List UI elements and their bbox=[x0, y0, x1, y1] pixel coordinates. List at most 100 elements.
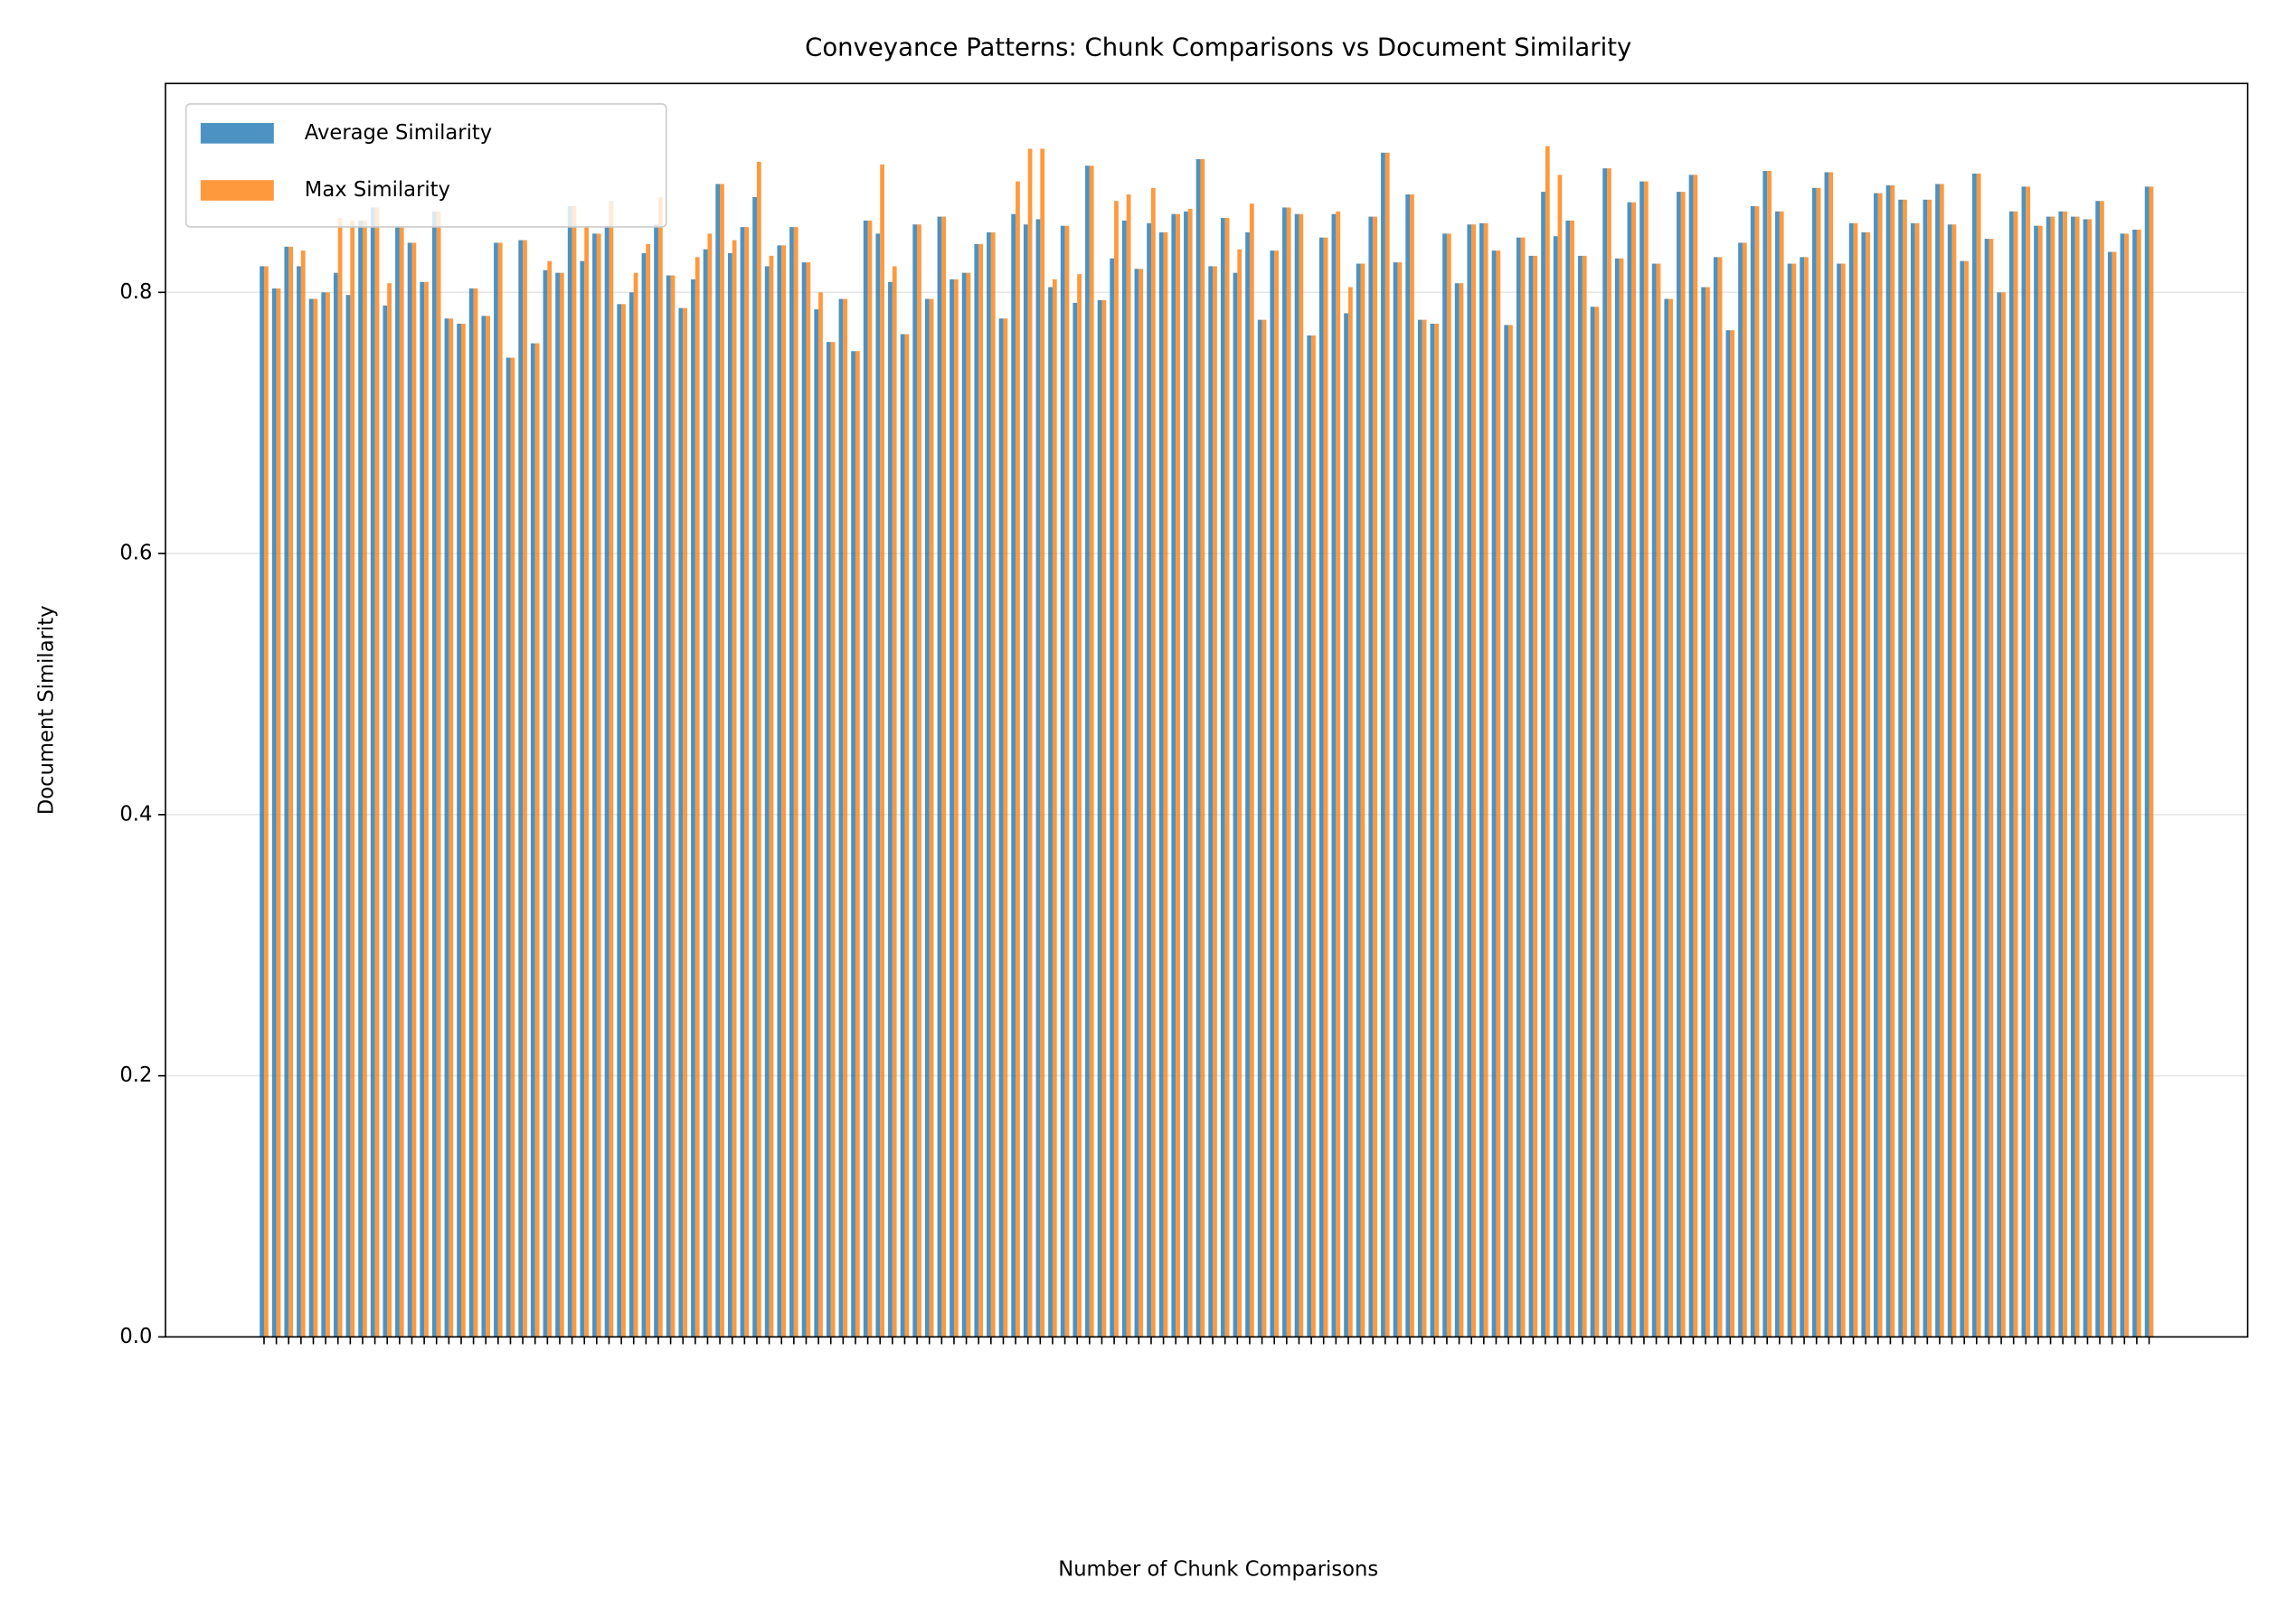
bar bbox=[326, 292, 330, 1337]
bar bbox=[633, 272, 638, 1337]
bar bbox=[1040, 148, 1045, 1337]
bar bbox=[436, 211, 441, 1337]
bar bbox=[1565, 220, 1571, 1337]
bar bbox=[851, 351, 855, 1337]
bar bbox=[628, 292, 634, 1337]
bar bbox=[1800, 257, 1805, 1337]
bar bbox=[1688, 175, 1694, 1337]
bar bbox=[1163, 232, 1168, 1337]
bar bbox=[1245, 232, 1250, 1337]
bar bbox=[966, 272, 971, 1337]
bar bbox=[1582, 255, 1587, 1337]
y-axis-label: Document Similarity bbox=[34, 605, 58, 815]
bar bbox=[666, 275, 671, 1337]
bar bbox=[855, 351, 860, 1337]
bar bbox=[1997, 292, 2002, 1337]
bar bbox=[2021, 186, 2027, 1337]
bar bbox=[1224, 218, 1230, 1337]
bar bbox=[321, 292, 326, 1337]
bar bbox=[1323, 237, 1328, 1337]
bar bbox=[2046, 216, 2051, 1337]
legend-box bbox=[184, 103, 667, 228]
bar bbox=[510, 357, 515, 1337]
bar bbox=[1261, 319, 1267, 1337]
bar bbox=[691, 279, 695, 1337]
bar bbox=[1541, 192, 1545, 1337]
bar bbox=[1003, 318, 1008, 1337]
bar bbox=[399, 227, 404, 1337]
bar bbox=[1459, 283, 1464, 1337]
bar bbox=[1861, 232, 1866, 1337]
bar bbox=[1848, 222, 1854, 1337]
bar bbox=[1134, 269, 1139, 1337]
bar bbox=[1885, 184, 1891, 1337]
bar bbox=[1052, 279, 1057, 1337]
bar bbox=[789, 227, 794, 1337]
bar bbox=[1874, 193, 1878, 1337]
bar bbox=[2107, 251, 2112, 1337]
bar bbox=[2037, 225, 2043, 1337]
bar bbox=[1898, 199, 1904, 1337]
bar bbox=[1048, 287, 1053, 1337]
bar bbox=[1738, 242, 1743, 1337]
bar bbox=[505, 357, 511, 1337]
bar bbox=[777, 245, 782, 1337]
bar bbox=[2136, 230, 2141, 1337]
bar bbox=[2001, 292, 2006, 1337]
bar bbox=[1614, 258, 1620, 1337]
bar bbox=[1089, 165, 1094, 1337]
bar bbox=[875, 233, 881, 1337]
bar bbox=[1631, 202, 1637, 1337]
bar bbox=[2144, 186, 2150, 1337]
bar bbox=[1496, 250, 1501, 1337]
bar bbox=[1754, 206, 1760, 1337]
bar bbox=[1344, 313, 1348, 1337]
bar bbox=[1914, 222, 1920, 1337]
bar bbox=[892, 266, 897, 1337]
bar bbox=[1384, 152, 1390, 1337]
bar bbox=[657, 196, 663, 1337]
bar bbox=[1619, 258, 1624, 1337]
bar bbox=[2050, 216, 2055, 1337]
bar bbox=[543, 269, 548, 1337]
bar bbox=[1150, 187, 1156, 1337]
bar bbox=[1368, 216, 1374, 1337]
bar bbox=[1976, 173, 1981, 1337]
bar bbox=[998, 318, 1004, 1337]
legend-swatch bbox=[200, 180, 274, 201]
bar bbox=[987, 232, 991, 1337]
bar bbox=[1331, 213, 1337, 1337]
bar bbox=[337, 218, 343, 1337]
bar bbox=[1016, 181, 1020, 1337]
bar bbox=[1318, 237, 1324, 1337]
bar bbox=[1347, 287, 1353, 1337]
bar bbox=[1434, 323, 1440, 1337]
bar bbox=[2124, 233, 2130, 1337]
bar bbox=[1890, 184, 1895, 1337]
bar bbox=[978, 243, 983, 1337]
bar bbox=[818, 292, 823, 1337]
bar bbox=[941, 216, 947, 1337]
bar bbox=[1643, 181, 1649, 1337]
bar bbox=[2132, 230, 2137, 1337]
bar bbox=[1336, 211, 1341, 1337]
bar bbox=[1200, 159, 1205, 1337]
bar bbox=[924, 298, 930, 1337]
bar bbox=[917, 224, 921, 1337]
bar bbox=[468, 288, 474, 1337]
bar bbox=[2083, 219, 2088, 1337]
bar bbox=[1397, 262, 1403, 1337]
bar bbox=[974, 243, 979, 1337]
bar bbox=[1393, 262, 1398, 1337]
bar bbox=[2013, 211, 2018, 1337]
bar bbox=[547, 260, 553, 1337]
bar bbox=[2100, 201, 2104, 1337]
bar bbox=[654, 224, 658, 1337]
bar bbox=[1060, 225, 1065, 1337]
bar bbox=[1828, 172, 1834, 1337]
bar bbox=[2063, 211, 2067, 1337]
bar bbox=[888, 281, 893, 1337]
bar bbox=[1528, 255, 1534, 1337]
bar bbox=[1520, 237, 1526, 1337]
